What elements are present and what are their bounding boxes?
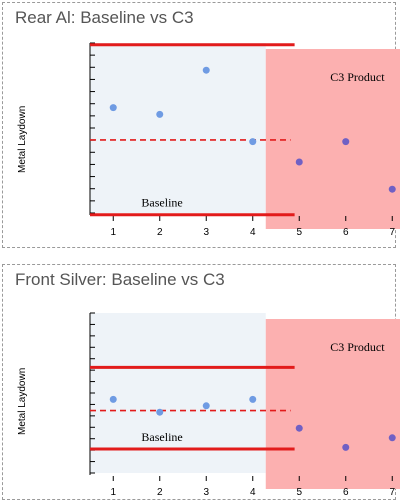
x-tick-label: 6 bbox=[343, 227, 349, 238]
data-point bbox=[249, 138, 257, 146]
baseline-annotation: Baseline bbox=[141, 430, 182, 444]
x-tick-label: 1 bbox=[110, 487, 116, 498]
y-axis-label: Metal Laydown bbox=[17, 105, 28, 173]
data-point bbox=[295, 424, 303, 432]
data-point bbox=[295, 158, 303, 166]
data-point bbox=[342, 443, 350, 451]
rear-al-chart-panel: Rear Al: Baseline vs C3 Metal Laydown 1 2… bbox=[2, 2, 400, 248]
product-region bbox=[265, 319, 400, 489]
data-point bbox=[156, 408, 164, 416]
data-point bbox=[388, 434, 396, 442]
y-axis-label: Metal Laydown bbox=[17, 367, 28, 435]
baseline-region bbox=[90, 43, 266, 213]
data-point bbox=[388, 185, 396, 193]
x-tick-label: 5 bbox=[296, 227, 302, 238]
data-point bbox=[109, 395, 117, 403]
product-annotation: C3 Product bbox=[330, 340, 385, 354]
x-tick-label: 3 bbox=[203, 487, 209, 498]
baseline-annotation: Baseline bbox=[141, 196, 182, 210]
product-region bbox=[265, 49, 400, 229]
x-tick-label: 3 bbox=[203, 227, 209, 238]
data-point bbox=[202, 402, 210, 410]
x-tick-label: 4 bbox=[250, 487, 256, 498]
data-point bbox=[342, 138, 350, 146]
x-tick-label: 1 bbox=[110, 227, 116, 238]
x-tick-label: 4 bbox=[250, 227, 256, 238]
chart-title: Rear Al: Baseline vs C3 bbox=[15, 8, 194, 27]
x-tick-label: 6 bbox=[343, 487, 349, 498]
x-tick-label: 5 bbox=[296, 487, 302, 498]
front-silver-plot: 1 2 3 4 5 6 7 Baseline C3 Product bbox=[89, 312, 400, 498]
data-point bbox=[109, 104, 117, 112]
product-annotation: C3 Product bbox=[330, 70, 385, 84]
x-tick-label: 7 bbox=[389, 487, 395, 498]
baseline-region bbox=[90, 313, 266, 473]
data-point bbox=[156, 110, 164, 118]
front-silver-chart-panel: Front Silver: Baseline vs C3 Metal Laydo… bbox=[2, 264, 400, 500]
x-tick-label: 2 bbox=[157, 487, 163, 498]
data-point bbox=[202, 66, 210, 74]
x-tick-label: 7 bbox=[389, 227, 395, 238]
data-point bbox=[249, 395, 257, 403]
chart-title: Front Silver: Baseline vs C3 bbox=[15, 270, 225, 289]
x-tick-label: 2 bbox=[157, 227, 163, 238]
rear-al-plot: 1 2 3 4 5 6 7 Baseline C3 Product bbox=[89, 42, 400, 238]
